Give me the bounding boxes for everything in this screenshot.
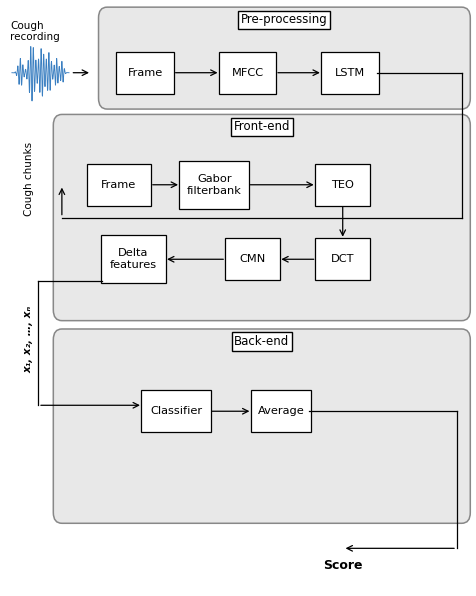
FancyBboxPatch shape: [99, 7, 470, 109]
Text: Average: Average: [258, 406, 304, 416]
Text: TEO: TEO: [331, 180, 354, 190]
FancyBboxPatch shape: [53, 329, 470, 523]
FancyBboxPatch shape: [53, 114, 470, 321]
Text: Pre-processing: Pre-processing: [241, 13, 328, 26]
Text: Score: Score: [323, 559, 362, 572]
Text: Delta
features: Delta features: [109, 249, 157, 270]
Text: Gabor
filterbank: Gabor filterbank: [187, 174, 242, 195]
FancyBboxPatch shape: [251, 390, 311, 433]
FancyBboxPatch shape: [225, 238, 280, 281]
Text: CMN: CMN: [239, 254, 266, 264]
FancyBboxPatch shape: [141, 390, 211, 433]
FancyBboxPatch shape: [315, 163, 370, 206]
Text: Frame: Frame: [128, 68, 163, 77]
FancyBboxPatch shape: [116, 52, 174, 94]
Text: Front-end: Front-end: [234, 120, 290, 134]
Text: Classifier: Classifier: [150, 406, 202, 416]
Text: MFCC: MFCC: [231, 68, 264, 77]
FancyBboxPatch shape: [315, 238, 370, 281]
Text: DCT: DCT: [331, 254, 355, 264]
Text: x₁, x₂, …, xₙ: x₁, x₂, …, xₙ: [23, 306, 34, 373]
FancyBboxPatch shape: [87, 163, 151, 206]
FancyBboxPatch shape: [179, 161, 249, 209]
Text: Frame: Frame: [101, 180, 137, 190]
Text: Cough chunks: Cough chunks: [23, 142, 34, 216]
FancyBboxPatch shape: [321, 52, 379, 94]
FancyBboxPatch shape: [219, 52, 276, 94]
Text: Back-end: Back-end: [234, 335, 289, 348]
Text: Cough
recording: Cough recording: [10, 21, 60, 42]
Text: LSTM: LSTM: [335, 68, 365, 77]
FancyBboxPatch shape: [101, 235, 166, 284]
